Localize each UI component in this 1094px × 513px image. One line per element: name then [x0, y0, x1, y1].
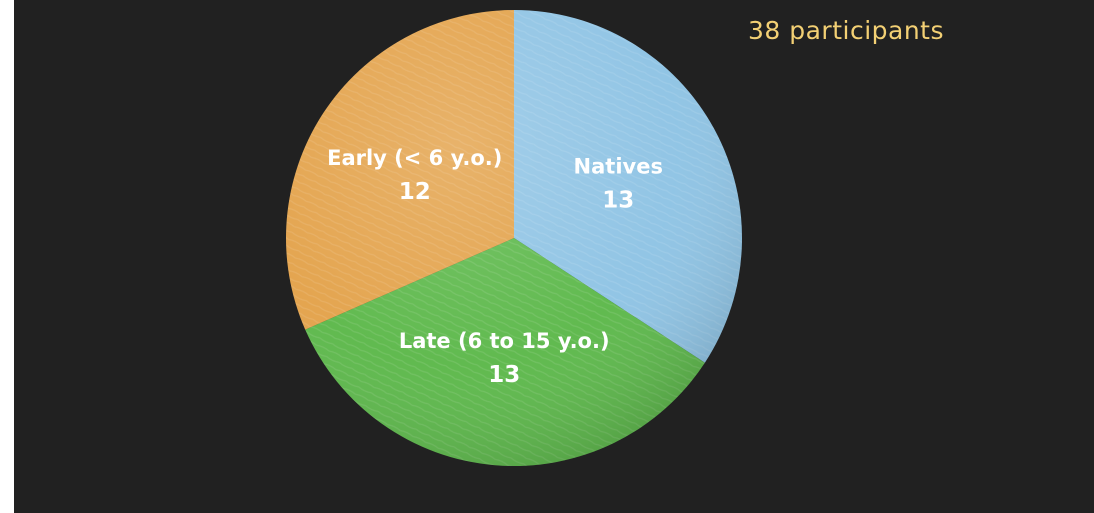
slice-value-natives: 13: [602, 188, 634, 214]
pie-slices: [286, 10, 742, 466]
slice-value-early: 12: [399, 179, 431, 205]
slide-background: 38 participants Natives 13 Late (6 to 15 y…: [14, 0, 1094, 513]
slice-label-natives: Natives: [574, 155, 663, 179]
participants-annotation: 38 participants: [747, 16, 944, 45]
pie-labels: Natives 13 Late (6 to 15 y.o.) 13 Early (< 6…: [327, 146, 663, 388]
pie-chart: Natives 13 Late (6 to 15 y.o.) 13 Early (< 6…: [286, 10, 742, 466]
slice-value-late: 13: [488, 362, 520, 388]
pie-sheen-overlay: [286, 10, 742, 466]
slice-label-late: Late (6 to 15 y.o.): [399, 329, 610, 353]
slice-label-early: Early (< 6 y.o.): [327, 146, 502, 170]
